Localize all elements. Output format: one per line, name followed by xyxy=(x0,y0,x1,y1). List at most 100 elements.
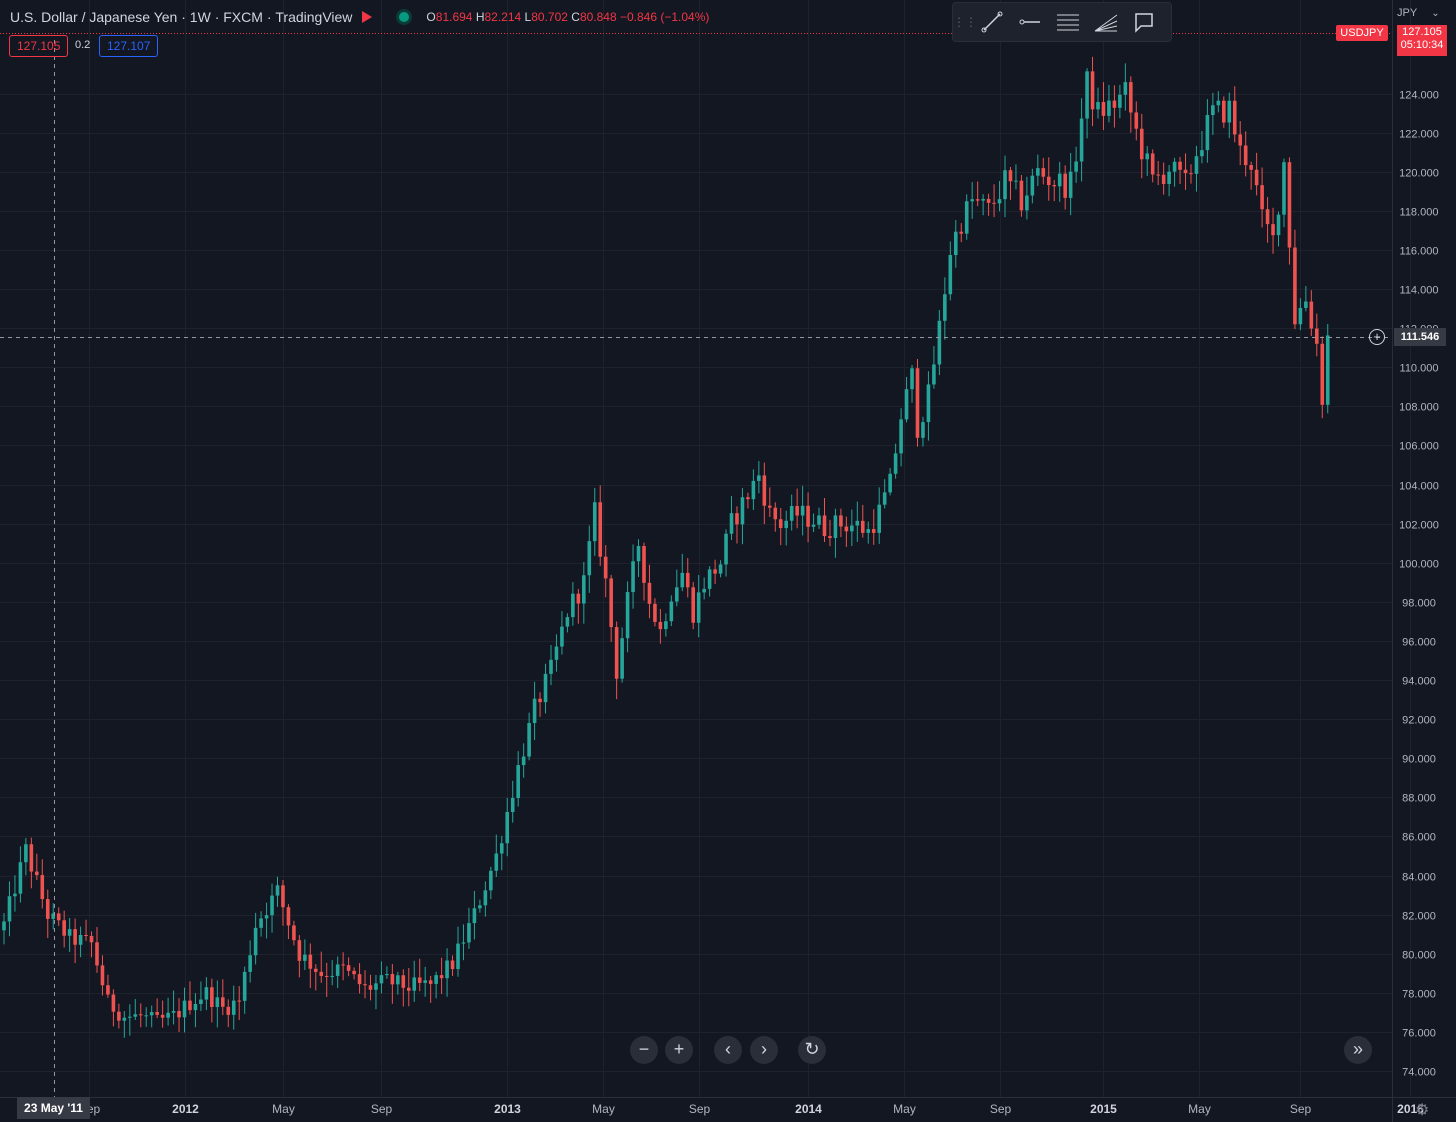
buy-button[interactable]: 127.107 xyxy=(99,35,159,57)
legend-separator: · xyxy=(181,9,186,25)
fib-fan-icon[interactable] xyxy=(1087,3,1125,41)
candle-down xyxy=(210,987,214,1008)
candle-down xyxy=(155,1012,159,1015)
price-tick-label: 106.000 xyxy=(1399,441,1439,453)
price-tick-label: 94.000 xyxy=(1402,676,1436,688)
candle-up xyxy=(122,1017,127,1021)
candle-up xyxy=(888,473,892,493)
candle-down xyxy=(1019,180,1024,211)
reset-chart-button[interactable]: ↻ xyxy=(798,1036,826,1064)
candle-up xyxy=(549,659,553,674)
fib-retracement-icon[interactable] xyxy=(1049,3,1087,41)
price-tick-label: 102.000 xyxy=(1399,520,1439,532)
plus-icon[interactable]: + xyxy=(1369,329,1385,345)
candle-up xyxy=(1211,105,1215,116)
candle-up xyxy=(882,492,887,505)
candle-down xyxy=(226,1006,231,1015)
candle-down xyxy=(1052,185,1057,187)
candle-down xyxy=(237,1000,242,1002)
candle-up xyxy=(1107,100,1111,116)
candle-up xyxy=(1025,195,1029,211)
candle-up xyxy=(625,592,630,639)
candle-up xyxy=(664,621,668,630)
candle-down xyxy=(1063,173,1067,198)
candle-up xyxy=(396,975,400,985)
trend-line-icon[interactable] xyxy=(973,3,1011,41)
scroll-left-button[interactable]: ‹ xyxy=(714,1036,742,1064)
candle-down xyxy=(871,529,876,533)
candle-down xyxy=(844,526,849,532)
horizontal-ray-icon[interactable] xyxy=(1011,3,1049,41)
candle-down xyxy=(368,985,373,990)
time-axis: Sep 2012 May Sep 2013 May Sep 2014 May Sep 2015 May… xyxy=(0,1097,1456,1116)
sell-button[interactable]: 127.105 xyxy=(9,35,69,57)
candle-down xyxy=(1265,209,1270,225)
candle-down xyxy=(346,965,351,971)
flag-icon[interactable] xyxy=(362,11,373,23)
time-tick-label: 2012 xyxy=(172,1102,199,1116)
drag-handle-icon[interactable]: ⋮⋮ xyxy=(953,15,977,29)
price-tick-label: 86.000 xyxy=(1402,832,1436,844)
go-to-realtime-button[interactable]: » xyxy=(1344,1036,1372,1064)
scroll-right-button[interactable]: › xyxy=(750,1036,778,1064)
candle-down xyxy=(35,871,39,876)
candle-up xyxy=(1325,335,1330,405)
price-tick-label: 78.000 xyxy=(1402,989,1436,1001)
time-tick-label: 2014 xyxy=(795,1102,822,1116)
candle-down xyxy=(363,984,367,986)
candle-down xyxy=(1222,100,1226,123)
candle-up xyxy=(1014,180,1018,182)
candle-down xyxy=(1139,128,1144,160)
candle-up xyxy=(1298,307,1303,325)
candle-down xyxy=(598,502,603,557)
zoom-in-button[interactable]: + xyxy=(665,1036,693,1064)
currency-selector[interactable]: JPY ⌄ xyxy=(1397,7,1440,19)
candle-up xyxy=(2,921,6,931)
candle-up xyxy=(78,934,83,945)
candle-up xyxy=(379,975,384,984)
candle-down xyxy=(975,199,980,201)
candle-down xyxy=(450,960,455,970)
candle-down xyxy=(292,925,296,941)
candle-up xyxy=(144,1015,149,1017)
interval[interactable]: 1W xyxy=(189,9,211,25)
price-tick-label: 110.000 xyxy=(1400,363,1439,375)
candle-down xyxy=(1293,247,1297,325)
candle-up xyxy=(877,504,881,533)
candle-up xyxy=(128,1016,132,1018)
zoom-out-button[interactable]: − xyxy=(630,1036,658,1064)
candle-up xyxy=(182,1000,187,1018)
candle-down xyxy=(286,907,291,926)
candle-down xyxy=(1232,100,1237,135)
candle-up xyxy=(631,561,635,593)
candle-up xyxy=(505,812,510,844)
candle-up xyxy=(1216,100,1221,106)
candle-up xyxy=(855,520,860,526)
candle-down xyxy=(986,198,991,203)
candle-up xyxy=(1036,168,1040,176)
candle-up xyxy=(527,722,531,757)
candle-up xyxy=(789,506,794,521)
time-tick-label: Sep xyxy=(990,1102,1012,1116)
candle-down xyxy=(352,970,356,975)
candle-up xyxy=(149,1012,154,1016)
candle-down xyxy=(603,556,608,579)
candle-down xyxy=(1243,145,1248,166)
gear-icon[interactable]: ⚙ xyxy=(1415,1102,1430,1119)
candle-down xyxy=(62,920,66,936)
price-tick-label: 124.000 xyxy=(1399,90,1439,102)
candle-up xyxy=(231,1000,236,1015)
candle-up xyxy=(1085,71,1089,119)
candle-down xyxy=(642,546,646,583)
candle-up xyxy=(199,999,203,1005)
comment-icon[interactable] xyxy=(1125,3,1163,41)
candle-down xyxy=(1161,174,1166,184)
candle-down xyxy=(1112,100,1117,108)
price-tick-label: 100.000 xyxy=(1399,559,1439,571)
candle-up xyxy=(275,885,280,896)
market-status-icon[interactable] xyxy=(396,9,413,25)
candle-down xyxy=(806,505,810,527)
candle-up xyxy=(964,201,969,234)
symbol-name[interactable]: U.S. Dollar / Japanese Yen xyxy=(10,9,178,25)
